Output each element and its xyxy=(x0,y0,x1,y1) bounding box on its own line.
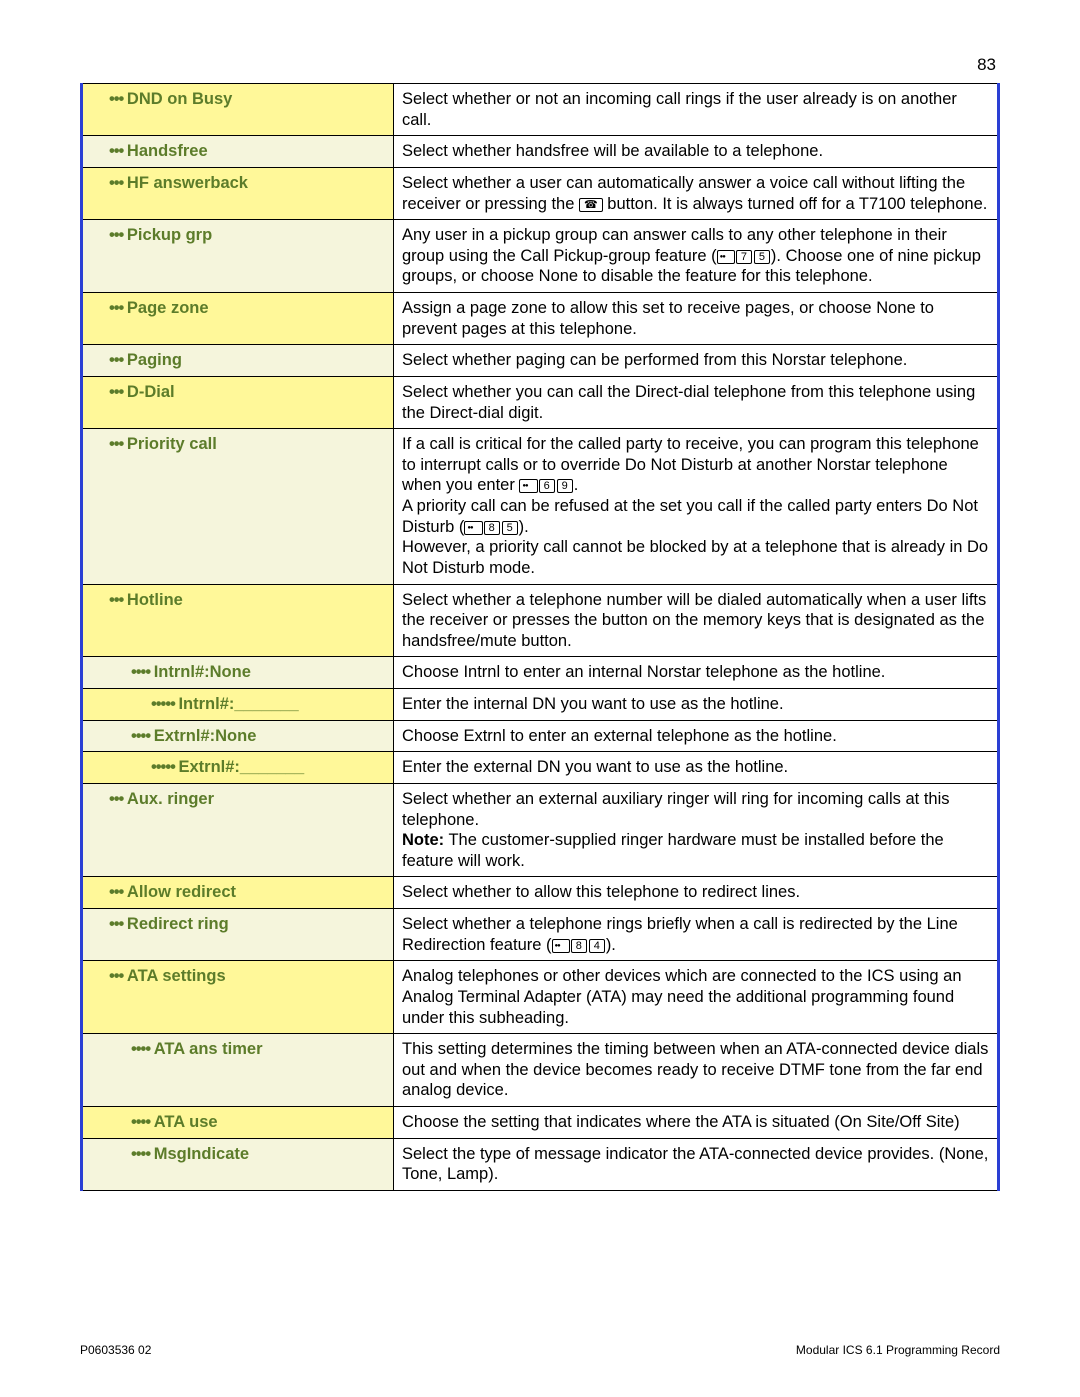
table-row: ••• Page zoneAssign a page zone to allow… xyxy=(82,293,999,345)
setting-description: Select whether to allow this telephone t… xyxy=(394,877,999,909)
setting-description: Choose Extrnl to enter an external telep… xyxy=(394,720,999,752)
table-row: ••• Aux. ringerSelect whether an externa… xyxy=(82,783,999,877)
table-row: ••• Pickup grpAny user in a pickup group… xyxy=(82,220,999,293)
setting-label: •••• ATA use xyxy=(82,1107,394,1139)
table-row: ••• D-DialSelect whether you can call th… xyxy=(82,376,999,428)
setting-label: ••• Hotline xyxy=(82,584,394,657)
setting-label: ••• Pickup grp xyxy=(82,220,394,293)
table-row: ••• HotlineSelect whether a telephone nu… xyxy=(82,584,999,657)
setting-label: ••• Allow redirect xyxy=(82,877,394,909)
footer: P0603536 02 Modular ICS 6.1 Programming … xyxy=(80,1343,1000,1357)
settings-table: ••• DND on BusySelect whether or not an … xyxy=(80,83,1000,1191)
table-row: ••••• Extrnl#:_______Enter the external … xyxy=(82,752,999,784)
table-row: •••• ATA ans timerThis setting determine… xyxy=(82,1034,999,1107)
setting-description: Select whether a telephone rings briefly… xyxy=(394,909,999,961)
table-row: ••••• Intrnl#:_______Enter the internal … xyxy=(82,689,999,721)
table-row: ••• PagingSelect whether paging can be p… xyxy=(82,345,999,377)
page: 83 ••• DND on BusySelect whether or not … xyxy=(0,0,1080,1397)
setting-label: ••• Paging xyxy=(82,345,394,377)
table-row: ••• ATA settingsAnalog telephones or oth… xyxy=(82,961,999,1034)
setting-description: Choose the setting that indicates where … xyxy=(394,1107,999,1139)
setting-label: ••• ATA settings xyxy=(82,961,394,1034)
setting-label: ••• Aux. ringer xyxy=(82,783,394,877)
setting-label: ••• D-Dial xyxy=(82,376,394,428)
setting-label: ••• HF answerback xyxy=(82,167,394,219)
footer-right: Modular ICS 6.1 Programming Record xyxy=(796,1343,1000,1357)
setting-label: ••• Redirect ring xyxy=(82,909,394,961)
setting-description: If a call is critical for the called par… xyxy=(394,429,999,584)
setting-label: ••••• Intrnl#:_______ xyxy=(82,689,394,721)
setting-label: •••• Intrnl#:None xyxy=(82,657,394,689)
table-row: ••• Allow redirectSelect whether to allo… xyxy=(82,877,999,909)
page-number: 83 xyxy=(977,55,996,75)
footer-left: P0603536 02 xyxy=(80,1343,151,1357)
setting-description: Analog telephones or other devices which… xyxy=(394,961,999,1034)
setting-description: Select the type of message indicator the… xyxy=(394,1138,999,1190)
setting-description: Enter the external DN you want to use as… xyxy=(394,752,999,784)
table-row: •••• ATA useChoose the setting that indi… xyxy=(82,1107,999,1139)
table-row: ••• Redirect ringSelect whether a teleph… xyxy=(82,909,999,961)
setting-label: ••••• Extrnl#:_______ xyxy=(82,752,394,784)
table-row: ••• HF answerbackSelect whether a user c… xyxy=(82,167,999,219)
setting-description: Choose Intrnl to enter an internal Norst… xyxy=(394,657,999,689)
setting-description: Select whether a telephone number will b… xyxy=(394,584,999,657)
table-row: ••• Priority callIf a call is critical f… xyxy=(82,429,999,584)
setting-description: Assign a page zone to allow this set to … xyxy=(394,293,999,345)
setting-description: Select whether a user can automatically … xyxy=(394,167,999,219)
setting-label: ••• Page zone xyxy=(82,293,394,345)
setting-description: Select whether handsfree will be availab… xyxy=(394,136,999,168)
setting-label: ••• Priority call xyxy=(82,429,394,584)
setting-description: This setting determines the timing betwe… xyxy=(394,1034,999,1107)
setting-label: •••• ATA ans timer xyxy=(82,1034,394,1107)
table-row: •••• MsgIndicateSelect the type of messa… xyxy=(82,1138,999,1190)
setting-description: Select whether you can call the Direct-d… xyxy=(394,376,999,428)
setting-description: Any user in a pickup group can answer ca… xyxy=(394,220,999,293)
setting-description: Enter the internal DN you want to use as… xyxy=(394,689,999,721)
table-row: ••• HandsfreeSelect whether handsfree wi… xyxy=(82,136,999,168)
setting-label: ••• Handsfree xyxy=(82,136,394,168)
table-row: •••• Extrnl#:NoneChoose Extrnl to enter … xyxy=(82,720,999,752)
setting-description: Select whether an external auxiliary rin… xyxy=(394,783,999,877)
setting-label: ••• DND on Busy xyxy=(82,84,394,136)
table-row: •••• Intrnl#:NoneChoose Intrnl to enter … xyxy=(82,657,999,689)
setting-label: •••• MsgIndicate xyxy=(82,1138,394,1190)
setting-description: Select whether paging can be performed f… xyxy=(394,345,999,377)
table-row: ••• DND on BusySelect whether or not an … xyxy=(82,84,999,136)
setting-description: Select whether or not an incoming call r… xyxy=(394,84,999,136)
setting-label: •••• Extrnl#:None xyxy=(82,720,394,752)
